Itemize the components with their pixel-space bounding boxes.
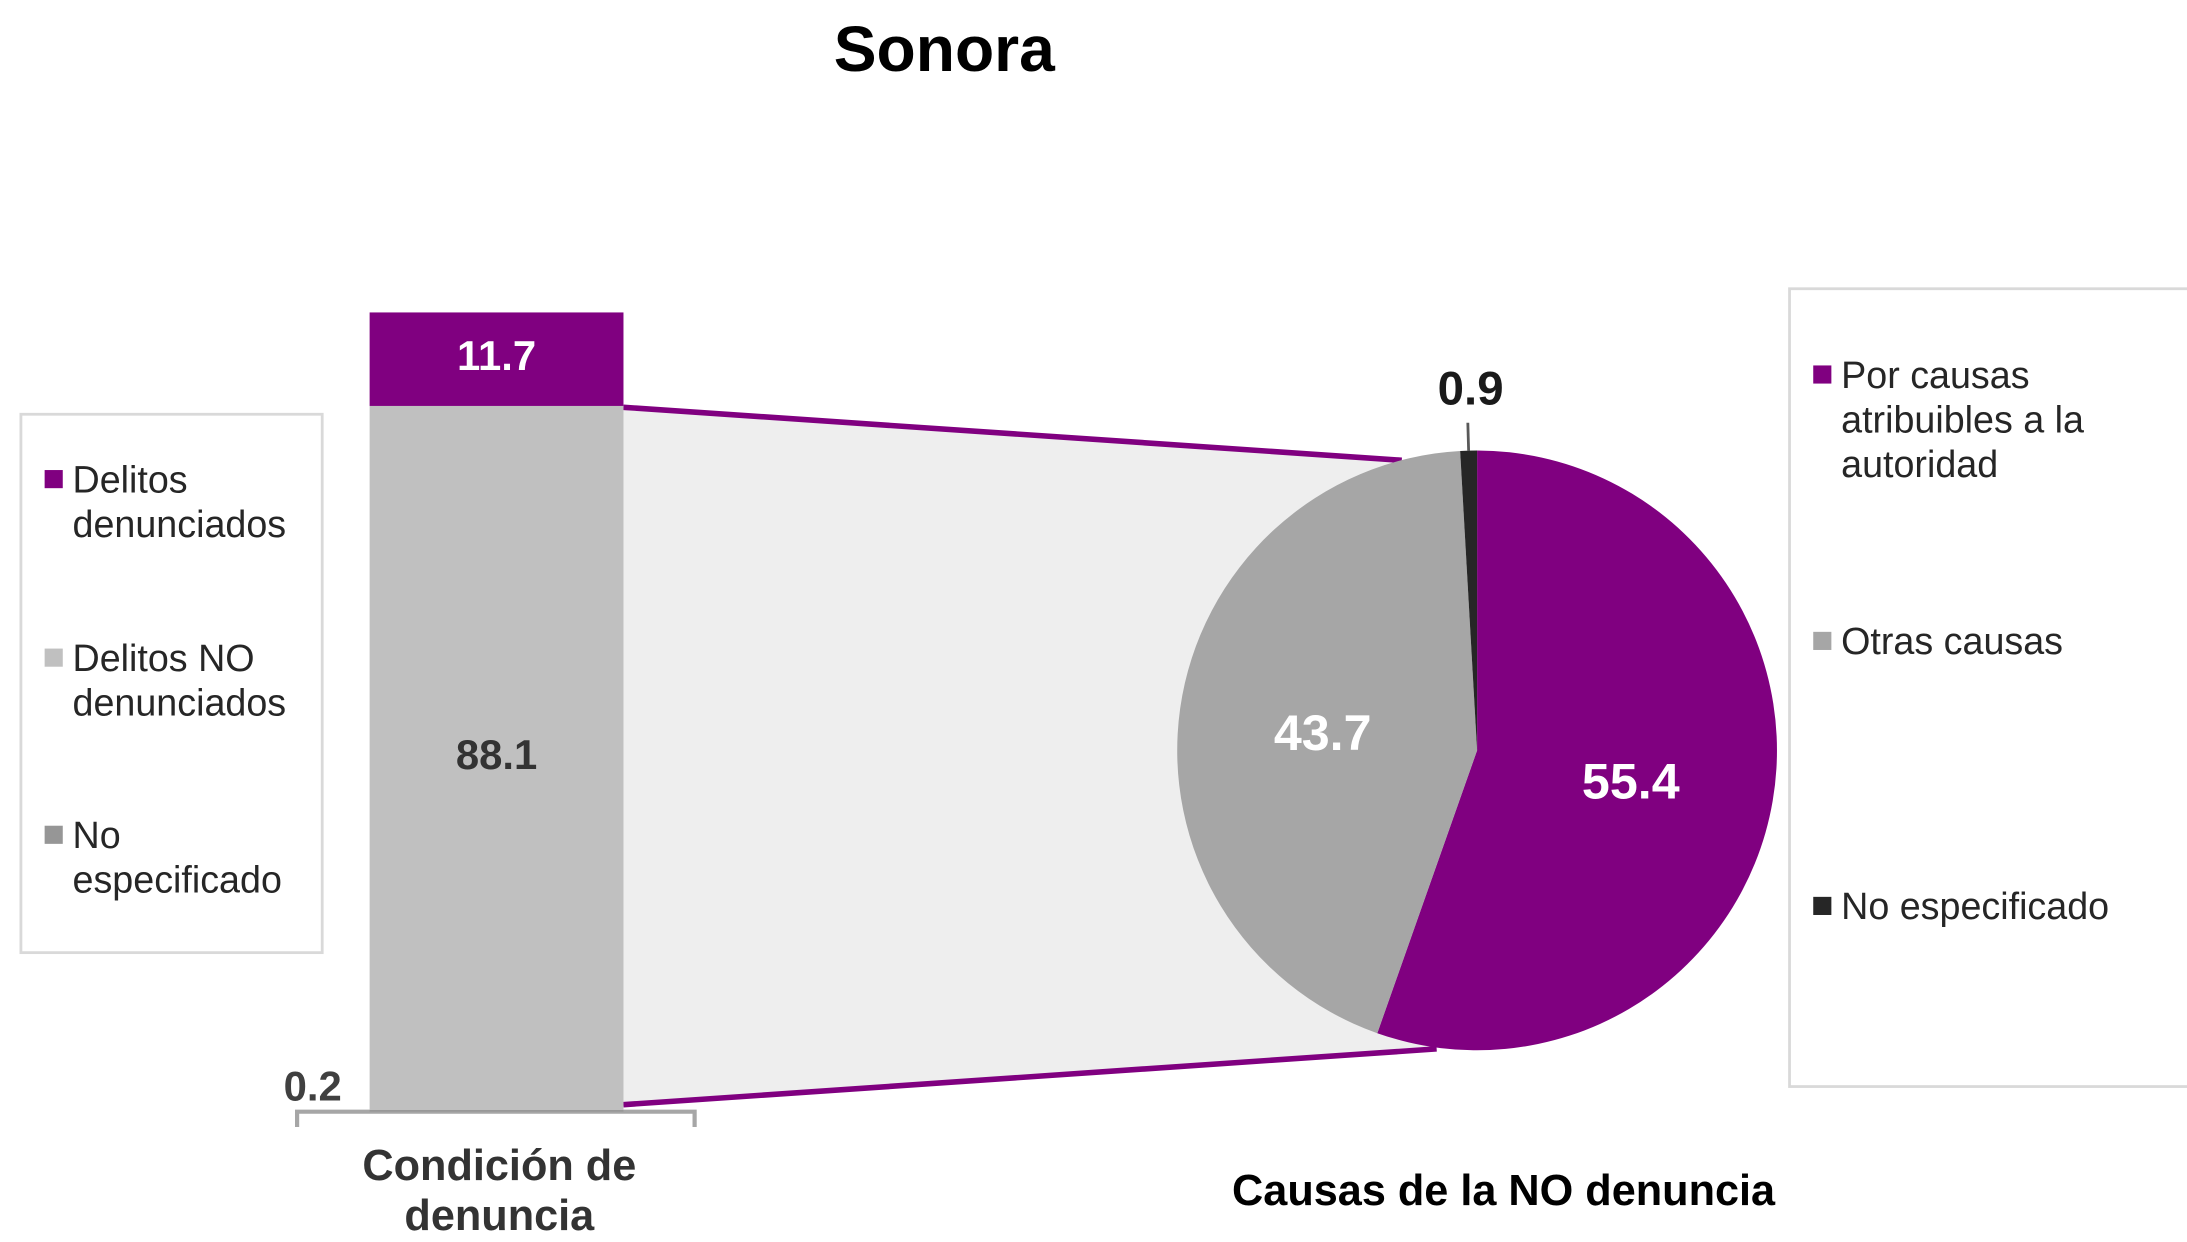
x-tick-label: Condición de denuncia <box>362 1140 637 1240</box>
legend-swatch <box>1813 896 1832 915</box>
chart-title: Sonora <box>833 12 1055 86</box>
legend-swatch <box>44 825 63 844</box>
data-label: 55.4 <box>1582 753 1680 809</box>
pie-slice <box>1177 450 1478 1034</box>
legend-item: Otras causas <box>1813 619 2187 664</box>
legend-label: Por causas atribuibles a la autoridad <box>1841 354 2084 486</box>
legend-label: No especificado <box>1841 885 2110 928</box>
legend: Delitos denunciados Delitos NO denunciado… <box>19 412 324 955</box>
data-label: 11.7 <box>457 332 536 379</box>
legend-label: No especificado <box>72 814 282 902</box>
legend-swatch <box>44 470 63 489</box>
bar-segment <box>369 312 624 406</box>
legend-item: Por causas atribuibles a la autoridad <box>1813 353 2187 487</box>
legend-label: Otras causas <box>1841 620 2063 663</box>
legend: Por causas atribuibles a la autoridad Otr… <box>1788 287 2187 1088</box>
legend-label: Delitos denunciados <box>72 458 287 546</box>
legend-item: Delitos denunciados <box>44 457 338 546</box>
bar-segment <box>369 1110 624 1112</box>
leader-line <box>1466 422 1471 451</box>
legend-item: No especificado <box>44 813 338 902</box>
connector-line <box>623 1046 1437 1108</box>
legend-item: Delitos NO denunciados <box>44 636 338 725</box>
connector-line <box>623 404 1402 464</box>
legend-swatch <box>44 648 63 667</box>
legend-swatch <box>1813 631 1832 650</box>
legend-swatch <box>1813 365 1832 384</box>
data-label: 88.1 <box>456 731 537 778</box>
data-label: 0.9 <box>1438 363 1504 416</box>
legend-item: No especificado <box>1813 884 2187 929</box>
pie-title: Causas de la NO denuncia <box>1232 1166 1776 1215</box>
pie-slice <box>1460 450 1478 751</box>
pie-slice <box>1377 450 1777 1051</box>
x-axis <box>295 1109 697 1127</box>
legend-label: Delitos NO denunciados <box>72 637 287 724</box>
data-label: 0.2 <box>284 1062 342 1109</box>
data-label: 43.7 <box>1274 705 1372 761</box>
bar-segment <box>369 405 624 1111</box>
